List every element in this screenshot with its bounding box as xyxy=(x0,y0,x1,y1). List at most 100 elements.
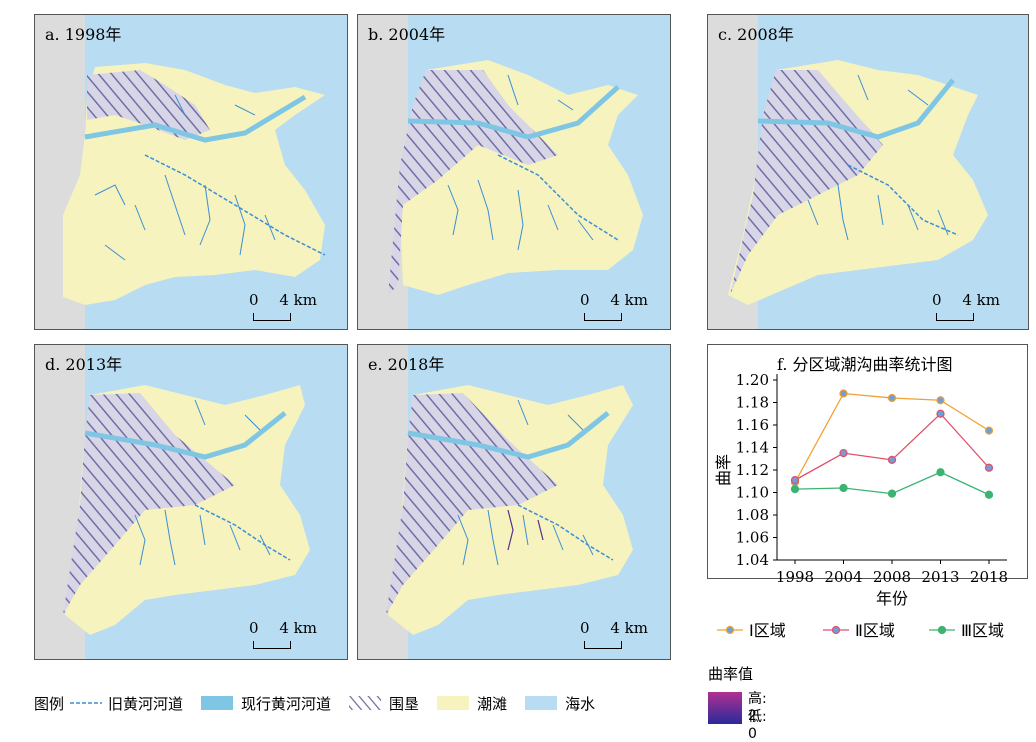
scale-line xyxy=(584,641,622,649)
scale-dist: 4 km xyxy=(962,291,1000,309)
chart-title: f. 分区域潮沟曲率统计图 xyxy=(777,355,953,374)
map-legend: 图例 旧黄河河道 现行黄河河道 围垦 潮滩 海水 xyxy=(34,692,609,714)
panel-title-b: b. 2004年 xyxy=(368,25,446,44)
current-river xyxy=(407,411,610,460)
map-d xyxy=(35,345,310,659)
scale-line xyxy=(253,313,291,321)
data-point xyxy=(887,489,897,498)
scale-zero: 0 xyxy=(580,291,590,309)
map-c xyxy=(708,15,988,329)
scale-dist: 4 km xyxy=(279,619,317,637)
panel-title-c: c. 2008年 xyxy=(718,25,794,44)
map-panel-e: e. 2018年 0 4 km xyxy=(357,344,671,660)
old-river xyxy=(144,154,326,256)
x-axis-label: 年份 xyxy=(876,589,908,608)
panel-title-e: e. 2018年 xyxy=(368,355,445,374)
data-point xyxy=(887,455,897,465)
data-point xyxy=(887,393,897,403)
y-tick-label: 1.08 xyxy=(736,506,769,524)
legend-item-current-river: 现行黄河河道 xyxy=(197,693,331,714)
scale-bar-b: 0 4 km xyxy=(580,291,648,321)
y-tick-label: 1.10 xyxy=(736,484,769,502)
scale-dist: 4 km xyxy=(610,291,648,309)
data-point xyxy=(839,389,848,398)
y-axis-label: 曲率 xyxy=(714,454,733,486)
x-tick-label: 2018 xyxy=(970,568,1008,586)
scale-line xyxy=(936,313,974,321)
scale-line xyxy=(584,313,622,321)
map-panel-d: d. 2013年 0 4 km xyxy=(34,344,348,660)
reclamation-area xyxy=(63,393,235,615)
old-river xyxy=(847,164,959,236)
scale-zero: 0 xyxy=(249,619,259,637)
data-point xyxy=(839,483,848,493)
y-tick-label: 1.14 xyxy=(736,439,769,457)
colorbar-title: 曲率值 xyxy=(708,665,754,683)
high-curvature-creeks xyxy=(507,509,544,551)
scale-line xyxy=(253,641,291,649)
scale-bar-d: 0 4 km xyxy=(249,619,317,649)
old-river xyxy=(194,504,291,561)
y-tick-label: 1.20 xyxy=(736,371,769,389)
sea-swatch xyxy=(525,696,558,710)
panel-title-a: a. 1998年 xyxy=(45,25,122,44)
curvature-colorbar: 曲率值 高: 2 低: 0 xyxy=(708,663,767,742)
y-tick-label: 1.06 xyxy=(736,529,769,547)
scale-bar-e: 0 4 km xyxy=(580,619,648,649)
reclamation-area xyxy=(388,70,558,295)
data-point xyxy=(936,468,945,477)
map-panel-a: a. 1998年 0 4 km xyxy=(34,14,348,330)
colorbar-ramp xyxy=(708,692,742,724)
legend-label: 海水 xyxy=(565,694,596,713)
legend-marker xyxy=(831,625,841,635)
legend-marker xyxy=(725,625,735,635)
x-tick-label: 2004 xyxy=(824,568,862,586)
tidal-creeks xyxy=(134,399,271,566)
panel-title-d: d. 2013年 xyxy=(45,355,123,374)
old-river xyxy=(497,154,619,241)
scale-zero: 0 xyxy=(932,291,942,309)
scale-dist: 4 km xyxy=(610,619,648,637)
colorbar-low: 低: 0 xyxy=(748,709,767,742)
data-point xyxy=(790,475,800,485)
x-tick-label: 2008 xyxy=(873,568,911,586)
scale-zero: 0 xyxy=(249,291,259,309)
legend-label: 旧黄河河道 xyxy=(108,694,184,713)
current-river-swatch xyxy=(201,696,234,710)
legend-title: 图例 xyxy=(34,694,65,713)
map-b xyxy=(358,15,643,329)
colorbar-high: 高: 2 xyxy=(748,691,767,724)
legend-item-tidal-flat: 潮滩 xyxy=(433,693,507,714)
legend-label: Ⅲ区域 xyxy=(961,621,1004,640)
legend-label: 围垦 xyxy=(389,694,420,713)
reclamation-swatch xyxy=(349,696,382,710)
data-point xyxy=(984,426,994,435)
tidal-creeks xyxy=(447,74,594,251)
x-tick-label: 2013 xyxy=(921,568,959,586)
data-point xyxy=(936,396,945,405)
map-panel-b: b. 2004年 0 4 km xyxy=(357,14,671,330)
data-point xyxy=(984,463,994,472)
reclamation-area xyxy=(87,70,210,140)
tidal-flat-swatch xyxy=(437,696,470,710)
old-river-swatch xyxy=(70,702,103,704)
scale-bar-c: 0 4 km xyxy=(932,291,1000,321)
data-point xyxy=(839,448,848,458)
tidal-creeks xyxy=(457,399,594,566)
tidal-creeks xyxy=(807,74,949,241)
y-tick-label: 1.12 xyxy=(736,461,769,479)
map-panel-c: c. 2008年 0 4 km xyxy=(707,14,1029,330)
scale-dist: 4 km xyxy=(279,291,317,309)
chart-svg: f. 分区域潮沟曲率统计图 1.20 1.18 1.16 1.14 1.12 1.10 1.0… xyxy=(707,344,1028,640)
y-tick-label: 1.18 xyxy=(736,394,769,412)
scale-zero: 0 xyxy=(580,619,590,637)
legend-label: Ⅰ区域 xyxy=(749,621,786,640)
x-tick-label: 1998 xyxy=(776,568,814,586)
data-point xyxy=(984,490,994,499)
legend-label: 现行黄河河道 xyxy=(241,694,332,713)
current-river xyxy=(407,85,620,140)
curvature-chart: f. 分区域潮沟曲率统计图 1.20 1.18 1.16 1.14 1.12 1.10 1.0… xyxy=(707,344,1028,660)
y-tick-label: 1.16 xyxy=(736,416,769,434)
map-a xyxy=(35,15,326,329)
data-point xyxy=(790,484,800,494)
